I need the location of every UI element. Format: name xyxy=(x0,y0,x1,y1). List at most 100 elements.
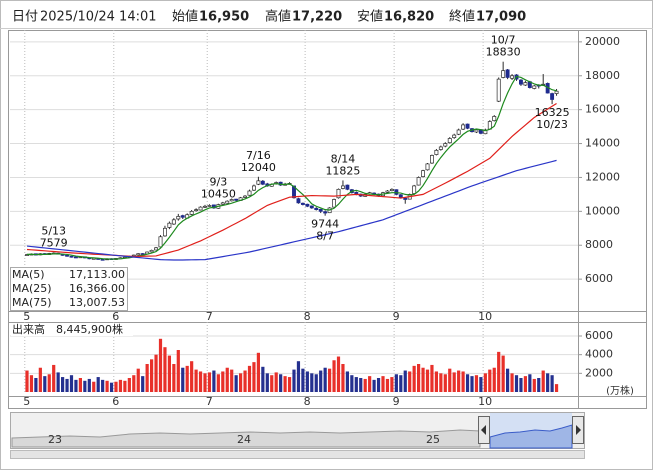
volume-bar xyxy=(105,380,109,392)
volume-bar xyxy=(198,371,203,392)
volume-bar xyxy=(265,373,269,392)
volume-bar xyxy=(43,376,47,392)
legend-value: 13,007.53 xyxy=(69,296,125,309)
annotation-value: 10450 xyxy=(201,188,236,201)
annotation-value: 18830 xyxy=(486,46,521,59)
handle-arrow xyxy=(576,425,581,435)
volume-bar xyxy=(247,365,252,392)
annotation-value: 16325 xyxy=(535,106,570,119)
volume-bar xyxy=(239,373,243,392)
candle-body xyxy=(154,247,158,251)
volume-bar xyxy=(230,369,234,392)
ma-line xyxy=(26,159,557,261)
candle-body xyxy=(100,258,105,261)
x-tick-label: 6 xyxy=(112,310,119,323)
candle-body xyxy=(158,236,163,248)
volume-bar xyxy=(221,371,225,392)
x-tick-label: 10 xyxy=(478,395,492,408)
y-tick-label: 4000 xyxy=(585,348,613,361)
volume-bar xyxy=(29,375,34,392)
volume-bar xyxy=(270,375,274,392)
candle-body xyxy=(171,219,176,225)
volume-bar xyxy=(190,361,194,392)
volume-bar xyxy=(150,359,154,392)
candle-body xyxy=(300,202,305,205)
x-tick-label: 8 xyxy=(304,310,311,323)
volume-bar xyxy=(425,369,430,392)
volume-bar xyxy=(417,364,421,392)
navigator-history xyxy=(11,429,481,448)
volume-bar xyxy=(363,378,367,392)
volume-bar xyxy=(65,378,69,392)
legend-name: MA(25) xyxy=(12,282,52,295)
volume-bar xyxy=(292,369,296,392)
candle-body xyxy=(532,85,537,89)
volume-bar xyxy=(336,356,341,392)
volume-bar xyxy=(109,382,114,392)
legend-name: MA(5) xyxy=(12,268,45,281)
candle-body xyxy=(496,78,501,102)
scrollbar[interactable] xyxy=(10,450,585,459)
candle-body xyxy=(430,155,434,164)
volume-bar xyxy=(207,372,212,392)
legend-value: 17,113.00 xyxy=(69,268,125,281)
y-tick-label: 2000 xyxy=(585,366,613,379)
field-label: 高値 xyxy=(265,9,291,25)
volume-bar xyxy=(341,364,345,392)
candle-body xyxy=(336,188,341,199)
volume-bar xyxy=(101,379,105,392)
legend-name: MA(75) xyxy=(12,296,52,309)
candle-body xyxy=(247,190,252,196)
candle-body xyxy=(452,134,457,138)
candle-body xyxy=(256,180,261,185)
volume-bar xyxy=(394,374,398,392)
candle-body xyxy=(510,75,515,79)
volume-bar xyxy=(537,378,541,392)
date: 2025/10/24 14:01 xyxy=(40,10,157,25)
x-tick-label: 7 xyxy=(206,310,213,323)
candle-body xyxy=(149,249,154,253)
candle-body xyxy=(207,205,212,207)
y-tick-label: 6000 xyxy=(585,329,613,342)
volume-bar xyxy=(546,373,550,392)
volume-bar xyxy=(123,380,127,392)
candle-body xyxy=(474,129,479,133)
x-tick-label: 8 xyxy=(304,395,311,408)
volume-bar xyxy=(354,377,358,392)
volume-bar xyxy=(541,370,545,392)
field-label: 終値 xyxy=(449,9,475,25)
volume-bar xyxy=(185,365,189,392)
candle-body xyxy=(314,207,319,211)
volume-bar xyxy=(92,381,96,392)
volume-bar xyxy=(488,369,492,392)
annotation-date: 10/7 xyxy=(491,34,516,47)
candle-body xyxy=(220,202,225,205)
volume-bar xyxy=(332,360,336,392)
volume-title: 出来高 xyxy=(12,322,45,336)
volume-bar xyxy=(141,376,145,392)
y-tick-label: 10000 xyxy=(585,204,620,217)
annotation-date: 7/16 xyxy=(246,149,271,162)
volume-bar xyxy=(132,375,136,392)
date-label: 日付 xyxy=(12,10,38,25)
volume-bar xyxy=(181,367,185,392)
candle-body xyxy=(456,129,461,135)
field-value: 17,220 xyxy=(292,10,342,25)
volume-total: 8,445,900株 xyxy=(56,322,123,336)
legend-value: 16,366.00 xyxy=(69,282,125,295)
candle-body xyxy=(305,203,310,207)
candle-body xyxy=(167,222,172,228)
y-tick-label: 20000 xyxy=(585,35,620,48)
volume-bar xyxy=(434,371,438,392)
candle-body xyxy=(176,216,181,220)
volume-bar xyxy=(452,372,456,392)
annotation-value: 11825 xyxy=(325,164,360,177)
y-tick-label: 8000 xyxy=(585,238,613,251)
handle-arrow xyxy=(481,425,486,435)
candle-body xyxy=(252,185,256,191)
volume-bar xyxy=(38,367,42,392)
x-tick-label: 9 xyxy=(393,395,400,408)
candle-body xyxy=(323,211,328,214)
volume-bar xyxy=(492,367,496,392)
volume-bar xyxy=(328,368,332,392)
